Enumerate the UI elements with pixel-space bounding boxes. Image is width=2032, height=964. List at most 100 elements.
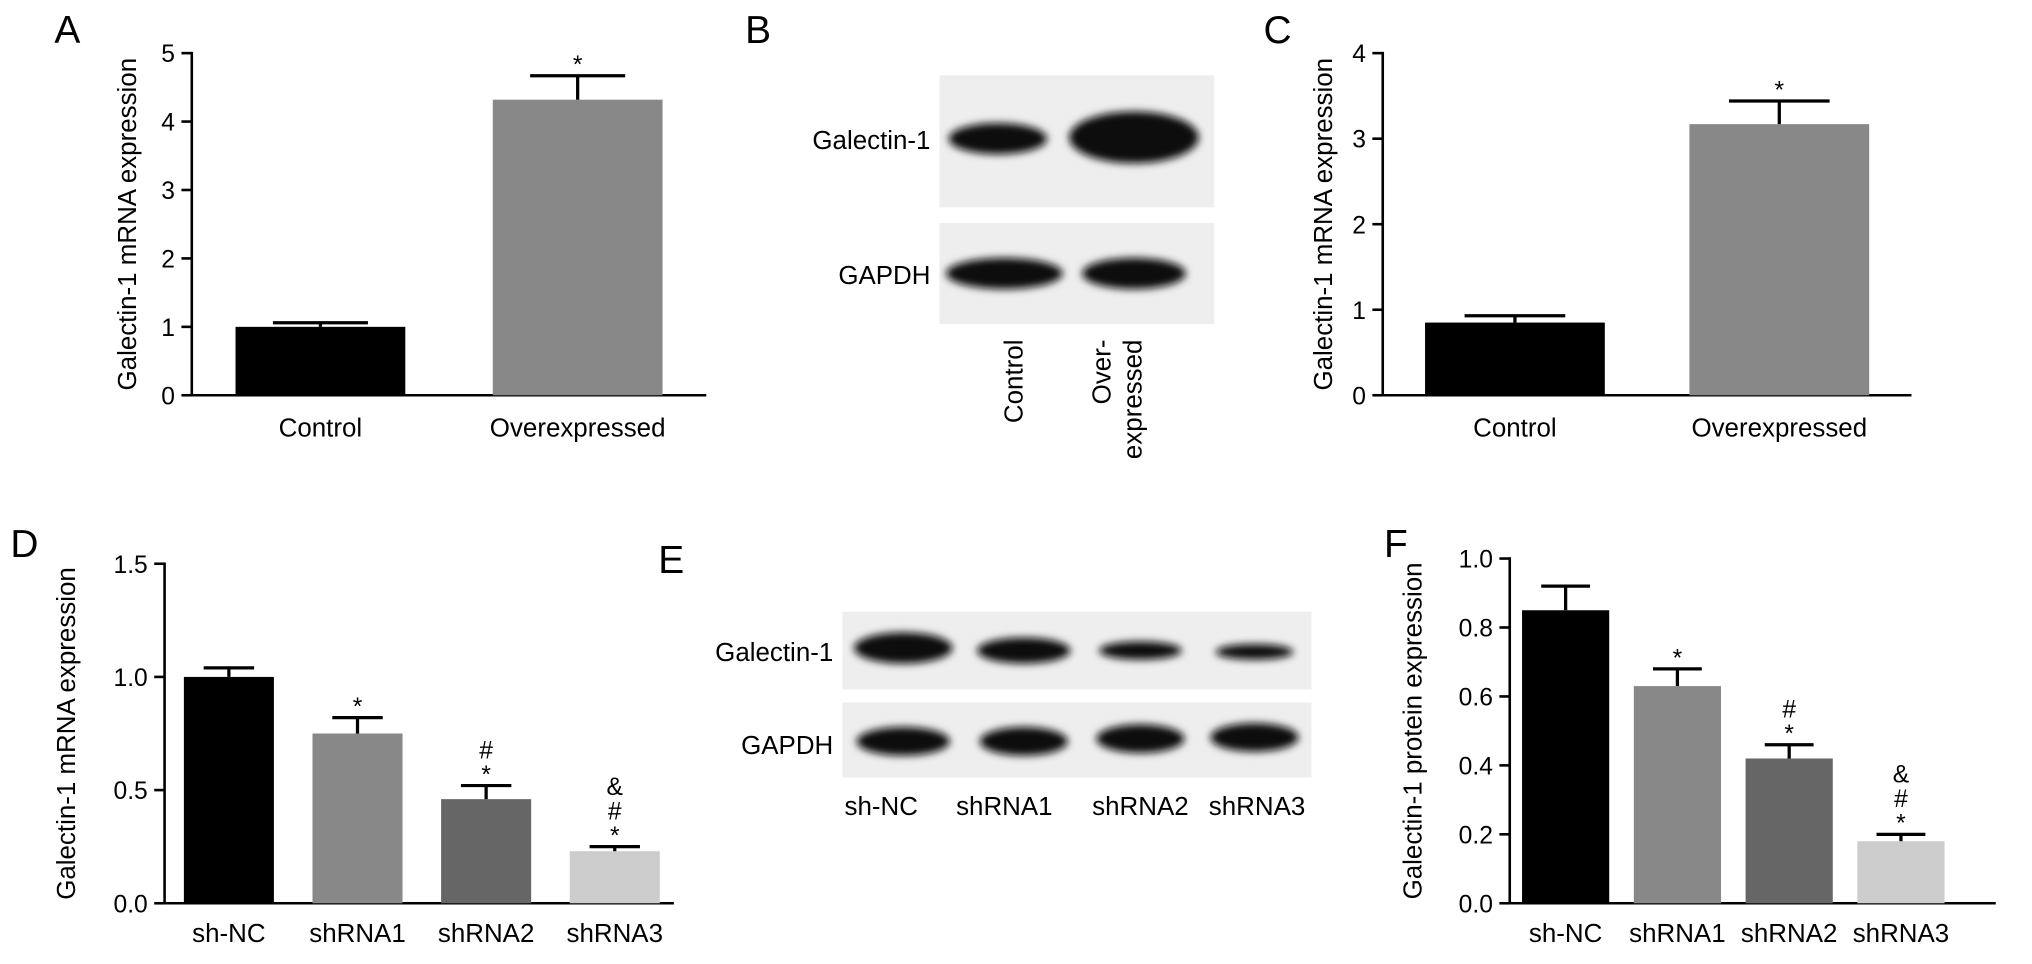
blot-band [1082,257,1186,289]
y-tick-label: 2 [161,246,175,273]
x-tick-label: sh-NC [192,920,265,948]
y-tick-label: 0 [161,383,175,410]
y-axis-label: Galectin-1 protein expression [1400,562,1428,899]
y-tick-label: 0.5 [114,778,148,805]
x-tick-label: Control [1473,415,1557,443]
y-tick-label: 0.0 [1459,891,1493,918]
x-tick-label: Overexpressed [490,415,666,443]
x-tick-label: shRNA2 [1741,920,1837,948]
blot-band [854,632,953,664]
blot-row-label: Galectin-1 [715,639,833,667]
blot-row-label: Galectin-1 [812,127,930,155]
bar-chart: 0.0 0.2 0.4 0.6 0.8 1.0 Galectin-1 protein exp… [1400,547,1996,948]
significance-mark: # [608,798,622,825]
y-tick-label: 4 [1352,41,1366,68]
significance-mark: # [1894,786,1908,813]
y-axis-label: Galectin-1 mRNA expression [53,567,81,900]
y-tick-label: 1.0 [1459,547,1493,574]
y-tick-label: 2 [1352,212,1366,239]
significance-mark: * [573,52,583,79]
blot-lane-label: shRNA3 [1209,793,1305,821]
bar-chart: 0 1 2 3 4 5 Galectin-1 mRNA expression Control *… [114,41,707,443]
blot-band [948,123,1048,155]
bar [1425,322,1605,396]
bar [569,851,660,904]
blot-band [946,257,1063,289]
blot-band [1215,644,1294,660]
y-tick-label: 0.0 [114,891,148,918]
x-tick-label: shRNA1 [1629,920,1725,948]
significance-mark: * [481,762,491,789]
y-tick-label: 1.5 [114,552,148,579]
bar [441,799,532,904]
panel-letter: B [745,9,771,52]
bar [183,676,274,904]
blot-lane-label: Over- [1089,340,1117,405]
y-tick-label: 3 [1352,127,1366,154]
significance-mark: # [1782,696,1796,723]
y-tick-label: 0.6 [1459,685,1493,712]
bar-chart: 0 1 2 3 4 Galectin-1 mRNA expression Control * O… [1310,41,1912,443]
panel-letter: D [10,523,38,566]
x-tick-label: shRNA2 [438,920,534,948]
bar [312,733,403,904]
y-tick-label: 1 [1352,298,1366,325]
blot-row-label: GAPDH [741,732,833,760]
y-tick-label: 0.2 [1459,822,1493,849]
y-tick-label: 3 [161,178,175,205]
significance-mark: * [1673,645,1683,672]
blot-b [939,75,1215,324]
x-tick-label: shRNA3 [1853,920,1949,948]
y-tick-label: 0.8 [1459,616,1493,643]
blot-lane-label: shRNA1 [956,793,1052,821]
x-tick-label: Control [279,415,363,443]
x-tick-label: shRNA3 [567,920,663,948]
blot-e [842,611,1312,778]
panel-letter: A [54,9,80,52]
significance-mark: * [1896,811,1906,838]
blot-lane-label: expressed [1120,340,1148,460]
bar [492,99,663,396]
y-axis-label: Galectin-1 mRNA expression [114,58,142,391]
x-tick-label: Overexpressed [1691,415,1867,443]
panel-letter: F [1384,523,1408,566]
y-tick-label: 0.4 [1459,753,1493,780]
significance-mark: * [1784,721,1794,748]
blot-band [1096,724,1185,753]
x-tick-label: sh-NC [1529,920,1602,948]
significance-mark: * [353,694,363,721]
bar [1689,124,1870,396]
bar [1857,841,1945,904]
significance-mark: * [610,823,620,850]
bar-chart: 0.0 0.5 1.0 1.5 Galectin-1 mRNA expression sh… [53,552,674,948]
panel-letter: C [1264,9,1292,52]
y-tick-label: 0 [1352,383,1366,410]
blot-lane-label: Control [1000,340,1028,424]
blot-band [977,637,1071,664]
bar [1522,610,1610,904]
significance-mark: & [1893,761,1910,788]
y-tick-label: 5 [161,41,175,68]
panel-letter: E [658,539,684,582]
blot-band [1210,723,1299,752]
bar [235,326,406,396]
x-tick-label: shRNA1 [309,920,405,948]
significance-mark: & [607,774,624,801]
blot-band [856,727,950,756]
y-tick-label: 1 [161,315,175,342]
bar [1745,758,1833,904]
y-tick-label: 1.0 [114,665,148,692]
significance-mark: # [479,737,493,764]
bar [1633,686,1721,904]
blot-lane-label: shRNA2 [1092,793,1188,821]
blot-band [1098,641,1182,660]
y-tick-label: 4 [161,110,175,137]
blot-band [979,727,1068,756]
blot-lane-label: sh-NC [845,793,918,821]
significance-mark: * [1775,77,1785,104]
y-axis-label: Galectin-1 mRNA expression [1310,58,1338,391]
blot-band [1069,111,1199,164]
blot-row-label: GAPDH [838,262,930,290]
